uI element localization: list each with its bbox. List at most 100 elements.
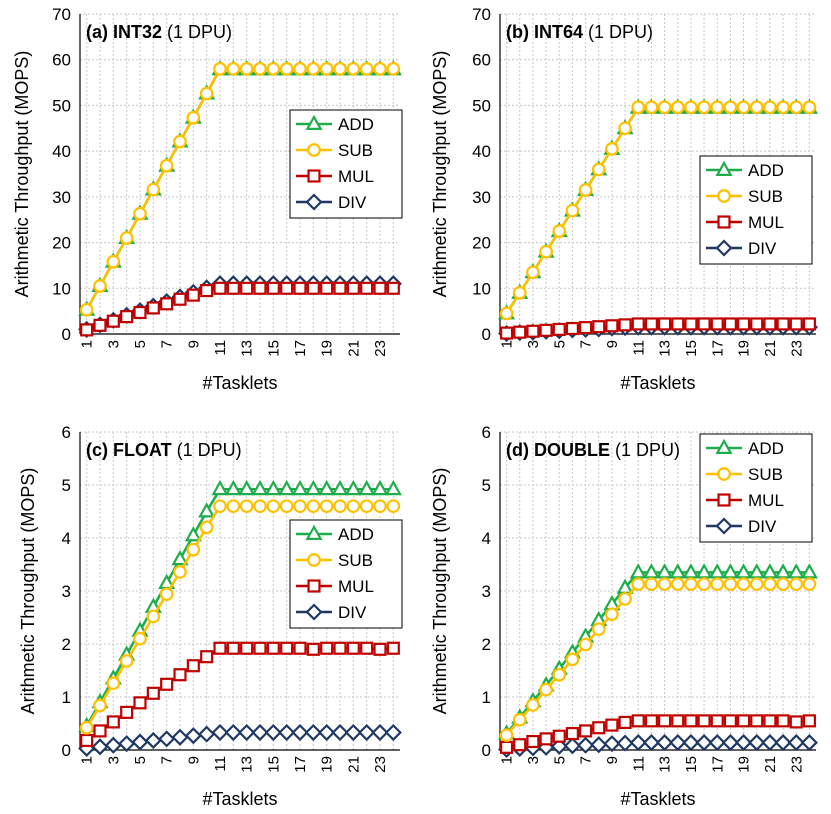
data-point-div: [304, 723, 322, 742]
x-tick-label: 21: [345, 340, 362, 357]
y-tick-label: 40: [52, 142, 71, 161]
data-point-div: [91, 738, 109, 756]
data-point-mul: [80, 323, 94, 337]
data-point-sub: [776, 100, 790, 115]
data-point-sub: [552, 224, 567, 238]
x-tick-label: 7: [578, 340, 595, 348]
data-point-add: [331, 479, 349, 496]
chart-title: (c) FLOAT (1 DPU): [86, 440, 242, 460]
data-point-mul: [200, 650, 214, 664]
x-tick-label: 19: [736, 340, 753, 357]
data-point-mul: [631, 714, 645, 728]
legend-marker-mul: [717, 493, 731, 507]
series-mul: [80, 281, 400, 337]
data-point-sub: [133, 206, 147, 221]
data-point-sub: [723, 100, 738, 115]
data-point-mul: [802, 714, 816, 728]
data-point-mul: [697, 714, 711, 728]
data-point-mul: [539, 732, 553, 746]
legend-label-mul: MUL: [748, 491, 784, 510]
data-point-mul: [160, 297, 174, 311]
x-tick-label: 1: [79, 756, 96, 764]
data-point-mul: [346, 641, 360, 655]
legend-marker-sub: [307, 553, 321, 567]
data-point-sub: [293, 499, 307, 514]
y-tick-label: 6: [482, 423, 491, 442]
x-tick-label: 3: [525, 756, 542, 764]
data-point-mul: [360, 641, 374, 655]
data-point-mul: [710, 714, 724, 728]
data-point-sub: [526, 698, 540, 712]
y-tick-label: 2: [62, 635, 71, 654]
data-point-mul: [618, 715, 632, 729]
x-tick-label: 11: [630, 756, 647, 772]
chart-title-rest: (1 DPU): [167, 22, 232, 42]
x-tick-label: 11: [630, 340, 647, 356]
data-point-mul: [618, 318, 632, 332]
y-tick-label: 5: [62, 476, 71, 495]
data-point-sub: [119, 231, 134, 245]
legend-label-mul: MUL: [338, 167, 374, 186]
legend-label-add: ADD: [338, 115, 374, 134]
data-point-sub: [346, 62, 361, 76]
data-point-sub: [710, 100, 725, 115]
legend-marker-div: [305, 603, 323, 621]
x-tick-label: 5: [551, 756, 568, 764]
data-point-mul: [306, 642, 320, 656]
data-point-mul: [333, 641, 347, 655]
y-tick-label: 30: [472, 188, 491, 207]
data-point-div: [238, 723, 256, 742]
chart-title-bold: (b) INT64: [506, 22, 583, 42]
data-point-sub: [79, 302, 94, 317]
data-point-add: [304, 479, 322, 496]
data-point-mul: [373, 281, 387, 295]
y-tick-label: 50: [472, 96, 491, 115]
chart-title: (b) INT64 (1 DPU): [506, 22, 653, 42]
data-point-mul: [200, 284, 214, 298]
chart-title: (d) DOUBLE (1 DPU): [506, 440, 680, 460]
data-point-mul: [565, 727, 579, 741]
data-point-sub: [605, 607, 619, 622]
data-point-mul: [552, 322, 566, 336]
x-tick-label: 15: [265, 756, 282, 773]
data-point-sub: [213, 499, 227, 514]
data-point-mul: [789, 715, 803, 729]
data-point-sub: [552, 667, 567, 682]
data-point-div: [629, 734, 647, 752]
legend-label-div: DIV: [748, 517, 777, 536]
legend-marker-add: [305, 524, 323, 541]
data-point-div: [158, 730, 176, 748]
y-tick-label: 60: [52, 51, 71, 70]
data-point-div: [131, 733, 149, 751]
data-point-sub: [578, 183, 593, 197]
x-tick-label: 1: [499, 756, 516, 764]
data-point-sub: [684, 100, 698, 115]
y-tick-label: 2: [482, 635, 491, 654]
data-point-div: [761, 734, 779, 752]
y-axis-label: Arithmetic Throughput (MOPS): [18, 468, 38, 715]
data-point-mul: [253, 641, 267, 655]
data-point-div: [590, 736, 608, 754]
data-point-add: [171, 549, 189, 566]
legend-label-sub: SUB: [748, 187, 783, 206]
y-tick-label: 0: [62, 741, 71, 760]
data-point-mul: [293, 641, 307, 655]
data-point-div: [577, 736, 595, 754]
data-point-sub: [359, 62, 374, 76]
data-point-mul: [605, 319, 619, 333]
data-point-sub: [226, 62, 241, 76]
data-point-sub: [512, 712, 527, 727]
data-point-sub: [644, 100, 659, 115]
data-point-div: [264, 723, 282, 742]
x-tick-label: 19: [319, 340, 336, 357]
legend-label-div: DIV: [338, 603, 367, 622]
data-point-mul: [802, 317, 816, 331]
data-point-mul: [750, 714, 764, 728]
data-point-mul: [592, 320, 606, 334]
data-point-sub: [657, 577, 672, 591]
data-point-sub: [631, 100, 646, 115]
x-tick-label: 17: [292, 756, 309, 773]
y-tick-label: 0: [62, 325, 71, 344]
